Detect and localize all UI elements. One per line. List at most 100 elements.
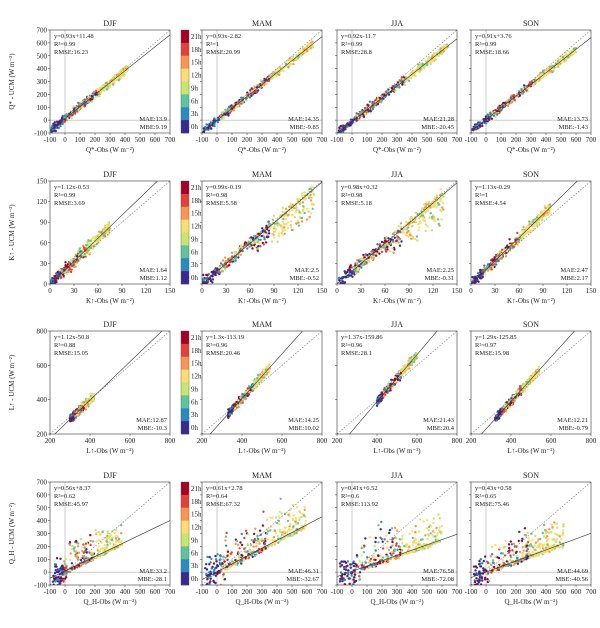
data-point xyxy=(266,371,269,375)
data-point xyxy=(233,251,236,254)
mae-value: MAE:13.73 xyxy=(557,116,588,123)
data-point xyxy=(62,120,66,123)
data-point xyxy=(249,238,253,242)
data-point xyxy=(53,274,57,278)
data-point xyxy=(219,114,222,117)
data-point xyxy=(397,241,400,244)
data-point xyxy=(386,248,389,251)
data-point xyxy=(519,234,522,238)
data-point xyxy=(275,220,278,223)
data-point xyxy=(287,214,290,217)
data-point xyxy=(405,221,408,224)
data-point xyxy=(268,74,271,77)
data-point xyxy=(356,268,360,271)
colorbar-segment xyxy=(181,232,189,246)
panel-season-title: DJF xyxy=(103,19,117,28)
data-point xyxy=(524,233,527,236)
data-point xyxy=(373,249,377,252)
data-point xyxy=(507,98,511,101)
data-point xyxy=(397,224,400,228)
data-point xyxy=(272,236,276,239)
data-point xyxy=(431,200,434,203)
data-point xyxy=(299,54,303,57)
data-point xyxy=(574,50,577,54)
x-tick-label: 300 xyxy=(105,136,116,144)
data-point xyxy=(73,410,76,414)
data-point xyxy=(309,193,312,197)
x-tick-label: 600 xyxy=(302,136,313,144)
data-point xyxy=(424,60,428,63)
rmse-value: RMSE:20.99 xyxy=(206,49,240,56)
data-point xyxy=(431,55,434,58)
data-point xyxy=(65,272,69,275)
x-tick-label: 600 xyxy=(277,437,288,445)
data-point xyxy=(60,269,63,272)
fit-equation: y=1.3x-113.19 xyxy=(206,334,244,341)
x-tick-label: 300 xyxy=(257,136,268,144)
data-point xyxy=(262,371,265,374)
data-point xyxy=(539,212,542,215)
x-tick-label: 120 xyxy=(293,287,304,295)
fit-equation: y=1.13x-0.29 xyxy=(475,184,510,191)
data-point xyxy=(375,252,378,255)
data-point xyxy=(380,240,384,244)
data-point xyxy=(77,101,80,105)
data-point xyxy=(285,218,288,221)
data-point xyxy=(297,221,300,224)
one-to-one-line xyxy=(50,331,170,434)
colorbar-label: 15h xyxy=(191,59,202,67)
data-point xyxy=(401,371,404,374)
panel-season-title: MAM xyxy=(252,170,272,179)
data-point xyxy=(344,271,347,274)
data-point xyxy=(537,222,540,225)
x-tick-label: 200 xyxy=(242,136,253,144)
data-point xyxy=(386,91,389,95)
data-point xyxy=(433,51,436,55)
data-point xyxy=(101,236,104,239)
data-point xyxy=(299,48,302,51)
scatter-panel: -100 0 100 200 300 400 500 600 700-1000100200300… xyxy=(34,19,176,154)
data-point xyxy=(295,208,298,212)
mbe-value: MBE:-0.31 xyxy=(425,275,454,282)
data-point xyxy=(567,55,570,59)
data-point xyxy=(304,51,307,54)
data-point xyxy=(353,269,357,272)
data-point xyxy=(471,275,474,279)
data-point xyxy=(232,406,235,409)
fit-equation: y=0.91x+3.76 xyxy=(475,33,512,40)
data-point xyxy=(522,84,526,87)
data-point xyxy=(72,260,75,263)
colorbar-segment xyxy=(181,107,189,121)
fit-equation: y=1.12x-0.53 xyxy=(54,184,89,191)
data-point xyxy=(228,413,231,416)
data-point xyxy=(246,247,249,250)
data-point xyxy=(65,119,69,122)
fit-line xyxy=(202,181,322,284)
panel-frame xyxy=(336,180,458,285)
data-point xyxy=(489,112,492,116)
data-point xyxy=(387,237,390,240)
data-point xyxy=(374,100,378,104)
data-point xyxy=(405,231,409,234)
rmse-value: RMSE:15.05 xyxy=(54,350,88,357)
data-point xyxy=(492,114,496,117)
data-point xyxy=(302,205,305,208)
data-point xyxy=(309,187,312,190)
data-point xyxy=(442,201,445,205)
fit-equation: y=0.98x+0.32 xyxy=(341,184,378,191)
data-point xyxy=(534,79,537,82)
rmse-value: RMSE:5.58 xyxy=(206,200,237,207)
data-point xyxy=(542,214,545,217)
data-point xyxy=(510,94,513,97)
mbe-value: MBE:-10.3 xyxy=(138,425,167,432)
data-point xyxy=(294,211,297,214)
data-point xyxy=(405,234,409,238)
mae-value: MAE:14.25 xyxy=(288,417,319,424)
colorbar-label: 18h xyxy=(191,197,202,205)
colorbar-label: 6h xyxy=(191,248,199,256)
data-point xyxy=(533,224,536,228)
data-point xyxy=(378,96,382,100)
data-point xyxy=(218,264,222,267)
one-to-one-line xyxy=(202,331,322,434)
data-point xyxy=(364,253,367,256)
